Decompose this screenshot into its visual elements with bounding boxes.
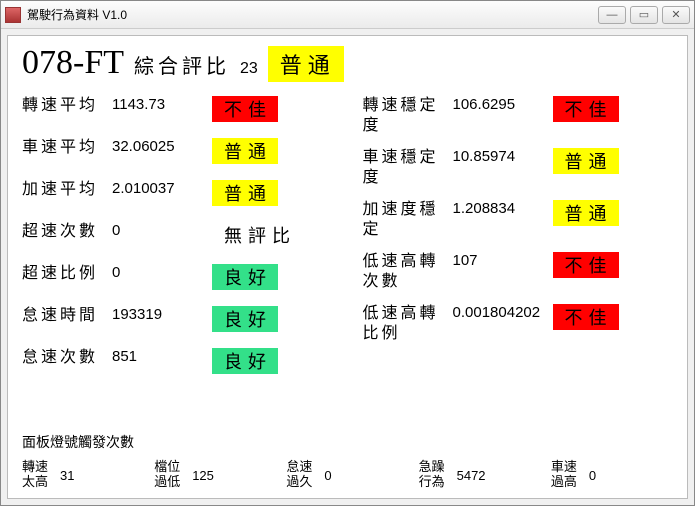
panel-item-label: 車速 過高 — [551, 460, 581, 490]
panel-item: 轉速 太高 31 — [22, 460, 144, 490]
panel-item: 車速 過高 0 — [551, 460, 673, 490]
metric-badge: 不佳 — [553, 96, 619, 122]
metric-row: 怠速時間193319良好 — [22, 306, 333, 336]
metric-row: 加速度穩定1.208834普通 — [363, 200, 674, 240]
metric-row: 低速高轉 比例0.001804202不佳 — [363, 304, 674, 344]
metrics-columns: 轉速平均1143.73不佳車速平均32.06025普通加速平均2.010037普… — [22, 96, 673, 390]
metric-label: 低速高轉 比例 — [363, 304, 453, 344]
panel-item-value: 0 — [589, 468, 625, 483]
metric-label: 加速度穩定 — [363, 200, 453, 240]
metric-label: 車速平均 — [22, 138, 112, 158]
metric-value: 851 — [112, 348, 212, 365]
metric-label: 超速比例 — [22, 264, 112, 284]
panel-item: 怠速 過久 0 — [286, 460, 408, 490]
panel-row: 轉速 太高 31 檔位 過低 125 怠速 過久 0 急躁 行為 5472 車速 過高 0 — [22, 460, 673, 490]
panel-item-label: 檔位 過低 — [154, 460, 184, 490]
metric-value: 0 — [112, 264, 212, 281]
metric-value: 1143.73 — [112, 96, 212, 113]
metric-badge: 不佳 — [553, 252, 619, 278]
metric-value: 107 — [453, 252, 553, 269]
overall-label: 綜合評比 — [134, 50, 230, 79]
panel-item-label: 急躁 行為 — [419, 460, 449, 490]
metric-row: 超速比例0良好 — [22, 264, 333, 294]
metric-label: 車速穩定度 — [363, 148, 453, 188]
overall-badge: 普通 — [268, 46, 344, 82]
metric-row: 轉速平均1143.73不佳 — [22, 96, 333, 126]
panel-item-label: 怠速 過久 — [286, 460, 316, 490]
metric-row: 加速平均2.010037普通 — [22, 180, 333, 210]
metric-row: 低速高轉 次數107不佳 — [363, 252, 674, 292]
panel-item: 檔位 過低 125 — [154, 460, 276, 490]
panel-item: 急躁 行為 5472 — [419, 460, 541, 490]
metric-row: 怠速次數851良好 — [22, 348, 333, 378]
metric-value: 2.010037 — [112, 180, 212, 197]
titlebar: 駕駛行為資料 V1.0 — ▭ ✕ — [1, 1, 694, 29]
metric-badge: 普通 — [212, 138, 278, 164]
panel-item-label: 轉速 太高 — [22, 460, 52, 490]
metric-badge: 良好 — [212, 348, 278, 374]
metric-badge: 普通 — [553, 148, 619, 174]
minimize-button[interactable]: — — [598, 6, 626, 24]
metric-label: 怠速次數 — [22, 348, 112, 368]
panel-item-value: 31 — [60, 468, 96, 483]
window-buttons: — ▭ ✕ — [598, 6, 690, 24]
metric-value: 0 — [112, 222, 212, 239]
metric-row: 車速穩定度10.85974普通 — [363, 148, 674, 188]
metric-label: 低速高轉 次數 — [363, 252, 453, 292]
metric-badge: 良好 — [212, 264, 278, 290]
metric-badge: 不佳 — [212, 96, 278, 122]
client-area: 078-FT 綜合評比 23 普通 轉速平均1143.73不佳車速平均32.06… — [7, 35, 688, 499]
metric-badge: 良好 — [212, 306, 278, 332]
metrics-left-col: 轉速平均1143.73不佳車速平均32.06025普通加速平均2.010037普… — [22, 96, 333, 390]
metric-badge: 無評比 — [212, 222, 302, 248]
metric-badge: 普通 — [553, 200, 619, 226]
app-window: 駕駛行為資料 V1.0 — ▭ ✕ 078-FT 綜合評比 23 普通 轉速平均… — [0, 0, 695, 506]
metric-row: 超速次數0無評比 — [22, 222, 333, 252]
metric-value: 193319 — [112, 306, 212, 323]
metric-label: 怠速時間 — [22, 306, 112, 326]
record-id: 078-FT — [22, 44, 124, 82]
app-icon — [5, 7, 21, 23]
panel-section: 面板燈號觸發次數 轉速 太高 31 檔位 過低 125 怠速 過久 0 急躁 行為 5472 車… — [22, 432, 673, 490]
metric-badge: 不佳 — [553, 304, 619, 330]
metric-value: 1.208834 — [453, 200, 553, 217]
panel-title: 面板燈號觸發次數 — [22, 432, 673, 452]
panel-item-value: 0 — [324, 468, 360, 483]
window-title: 駕駛行為資料 V1.0 — [27, 6, 598, 23]
maximize-button[interactable]: ▭ — [630, 6, 658, 24]
metric-row: 轉速穩定度106.6295不佳 — [363, 96, 674, 136]
metric-label: 超速次數 — [22, 222, 112, 242]
metric-badge: 普通 — [212, 180, 278, 206]
metrics-right-col: 轉速穩定度106.6295不佳車速穩定度10.85974普通加速度穩定1.208… — [363, 96, 674, 390]
metric-value: 0.001804202 — [453, 304, 553, 321]
close-button[interactable]: ✕ — [662, 6, 690, 24]
metric-label: 加速平均 — [22, 180, 112, 200]
metric-label: 轉速平均 — [22, 96, 112, 116]
metric-value: 10.85974 — [453, 148, 553, 165]
metric-value: 106.6295 — [453, 96, 553, 113]
panel-item-value: 125 — [192, 468, 228, 483]
metric-label: 轉速穩定度 — [363, 96, 453, 136]
overall-score: 23 — [240, 60, 258, 78]
header-row: 078-FT 綜合評比 23 普通 — [22, 44, 673, 82]
panel-item-value: 5472 — [457, 468, 493, 483]
metric-value: 32.06025 — [112, 138, 212, 155]
metric-row: 車速平均32.06025普通 — [22, 138, 333, 168]
